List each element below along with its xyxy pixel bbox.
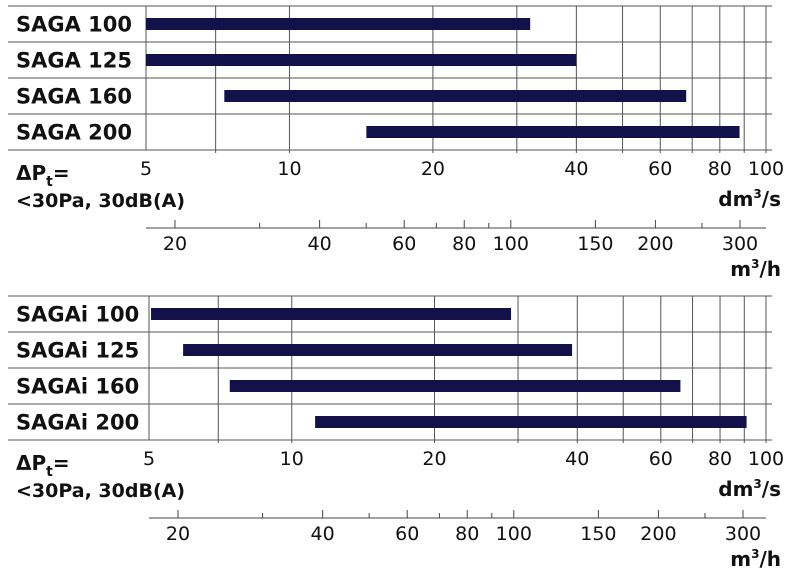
category-label: SAGA 160 xyxy=(16,85,132,109)
secondary-unit-base: m xyxy=(730,547,751,571)
secondary-tick-label: 150 xyxy=(580,523,616,545)
x-tick-label: 10 xyxy=(277,158,301,180)
x-axis-unit-tail: /s xyxy=(762,477,781,501)
secondary-tick-label: 80 xyxy=(455,523,479,545)
x-tick-label: 20 xyxy=(422,448,446,470)
secondary-axis-unit: m3/h xyxy=(730,547,781,571)
range-bar xyxy=(146,54,577,66)
gridlines xyxy=(215,6,767,153)
x-tick-label: 5 xyxy=(140,158,152,180)
pressure-symbol: ΔP xyxy=(16,161,46,185)
secondary-axis: 20 40 60 80 100 150 200 300 xyxy=(146,220,766,255)
pressure-symbol: ΔP xyxy=(16,451,46,475)
secondary-tick-label: 60 xyxy=(392,233,416,255)
x-axis-unit-tail: /s xyxy=(762,187,781,211)
x-tick-label: 80 xyxy=(708,158,732,180)
pressure-subscript: t xyxy=(46,464,53,480)
secondary-axis-unit: m3/h xyxy=(730,257,781,281)
secondary-axis: 20 40 60 80 100 150 200 300 xyxy=(149,510,766,545)
x-tick-label: 5 xyxy=(143,448,155,470)
x-tick-label: 100 xyxy=(748,158,784,180)
x-tick-label: 20 xyxy=(421,158,445,180)
category-label: SAGA 125 xyxy=(16,49,132,73)
range-bar xyxy=(224,90,687,102)
secondary-tick-label: 100 xyxy=(493,233,529,255)
x-axis-unit-sup: 3 xyxy=(753,187,761,201)
secondary-unit-tail: /h xyxy=(759,257,781,281)
secondary-tick-label: 150 xyxy=(577,233,613,255)
chart-panel-1: SAGA 100 SAGA 125 SAGA 160 SAGA 200 5 10 20 40 6… xyxy=(8,5,784,281)
x-axis-unit-sup: 3 xyxy=(753,477,761,491)
category-label: SAGAi 125 xyxy=(16,339,139,363)
category-label: SAGAi 200 xyxy=(16,411,139,435)
pressure-condition-text: <30Pa, 30dB(A) xyxy=(16,190,185,212)
secondary-tick-label: 200 xyxy=(640,523,676,545)
range-bar xyxy=(151,308,512,320)
category-label: SAGAi 160 xyxy=(16,375,139,399)
x-axis-unit: dm3/s xyxy=(718,477,781,501)
secondary-tick-label: 200 xyxy=(637,233,673,255)
range-bar xyxy=(229,380,681,392)
secondary-tick-label: 20 xyxy=(166,523,190,545)
range-bar xyxy=(146,18,531,30)
pressure-condition-symbol: ΔPt= xyxy=(16,451,70,480)
secondary-tick-label: 300 xyxy=(725,523,761,545)
secondary-tick-label: 100 xyxy=(496,523,532,545)
pressure-equals: = xyxy=(53,451,70,475)
secondary-tick-label: 40 xyxy=(311,523,335,545)
x-tick-label: 80 xyxy=(708,448,732,470)
x-axis-unit: dm3/s xyxy=(718,187,781,211)
x-tick-label: 60 xyxy=(649,448,673,470)
range-bar xyxy=(366,126,740,138)
secondary-unit-sup: 3 xyxy=(751,547,759,561)
secondary-tick-label: 20 xyxy=(163,233,187,255)
secondary-tick-label: 300 xyxy=(722,233,758,255)
pressure-condition-text: <30Pa, 30dB(A) xyxy=(16,480,185,502)
x-tick-label: 40 xyxy=(564,158,588,180)
secondary-unit-base: m xyxy=(730,257,751,281)
x-tick-label: 60 xyxy=(648,158,672,180)
range-bar xyxy=(183,344,573,356)
x-tick-label: 10 xyxy=(280,448,304,470)
pressure-condition-symbol: ΔPt= xyxy=(16,161,70,190)
category-label: SAGA 100 xyxy=(16,13,132,37)
secondary-unit-sup: 3 xyxy=(751,257,759,271)
secondary-tick-label: 80 xyxy=(452,233,476,255)
secondary-tick-label: 40 xyxy=(308,233,332,255)
x-axis-unit-base: dm xyxy=(718,187,753,211)
secondary-unit-tail: /h xyxy=(759,547,781,571)
pressure-subscript: t xyxy=(46,174,53,190)
secondary-tick-label: 60 xyxy=(395,523,419,545)
x-tick-label: 40 xyxy=(565,448,589,470)
x-tick-label: 100 xyxy=(748,448,784,470)
pressure-equals: = xyxy=(53,161,70,185)
category-label: SAGAi 100 xyxy=(16,303,139,327)
x-axis-unit-base: dm xyxy=(718,477,753,501)
category-label: SAGA 200 xyxy=(16,121,132,145)
range-bar xyxy=(315,416,747,428)
